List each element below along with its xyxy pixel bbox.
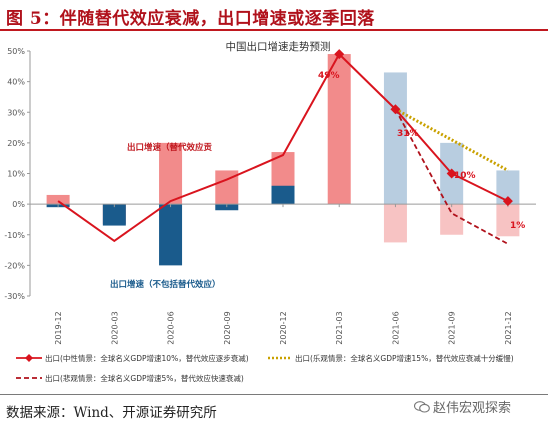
chart-legend: 出口(中性情景：全球名义GDP增速10%，替代效应逐步衰减) 出口(乐观情景：全… xyxy=(16,353,514,383)
marker-2021-12 xyxy=(502,196,513,207)
wechat-icon xyxy=(414,401,430,413)
x-tick-label: 2021-09 xyxy=(448,311,457,344)
marker-2021-09 xyxy=(446,168,457,179)
bar-positive-2019-12 xyxy=(46,194,70,205)
y-tick-label: 50% xyxy=(7,47,25,56)
bar-negative-annotation: 出口增速（不包括替代效应） xyxy=(110,279,221,290)
legend-pessimistic-label: 出口(悲观情景：全球名义GDP增速5%，替代效应快速衰减) xyxy=(45,373,244,383)
x-tick-label: 2019-12 xyxy=(54,311,63,344)
series-line-dotted xyxy=(394,107,509,172)
y-tick-label: 10% xyxy=(7,170,25,179)
bar-negative-2020-06 xyxy=(159,204,183,266)
legend-neutral-label: 出口(中性情景：全球名义GDP增速10%，替代效应逐步衰减) xyxy=(45,353,249,363)
bar-positive-2021-12 xyxy=(496,170,520,205)
marker-2021-03 xyxy=(334,49,345,60)
chart-title: 中国出口增速走势预测 xyxy=(226,40,331,53)
bar-negative-2020-12 xyxy=(271,185,295,205)
bar-positive-2020-06 xyxy=(159,142,183,205)
marker-2021-06 xyxy=(390,104,401,115)
legend-neutral-marker xyxy=(25,354,33,362)
watermark: 赵伟宏观探索 xyxy=(414,397,511,416)
series-line-solid-diamond xyxy=(57,52,509,243)
bar-negative-2021-09 xyxy=(440,204,464,235)
x-tick-label: 2021-12 xyxy=(504,311,513,344)
export-growth-chart: 50% 40% 30% 20% 10% 0% -10% -20% -30% 2019-12 2020… xyxy=(4,40,536,383)
bar-positive-2021-06 xyxy=(383,72,407,205)
x-tick-label: 2021-03 xyxy=(335,311,344,344)
bar-negative-2020-09 xyxy=(215,204,239,211)
y-tick-label: 40% xyxy=(7,78,25,87)
chart-area: 50% 40% 30% 20% 10% 0% -10% -20% -30% 2019-12 2020… xyxy=(0,34,548,394)
y-tick-label: -30% xyxy=(4,292,25,301)
title-divider xyxy=(0,29,548,31)
x-tick-label: 2020-12 xyxy=(279,311,288,344)
legend-optimistic-label: 出口(乐观情景：全球名义GDP增速15%，替代效应衰减十分缓慢) xyxy=(295,353,514,363)
y-tick-label: 30% xyxy=(7,108,25,117)
watermark-text: 赵伟宏观探索 xyxy=(433,401,512,416)
y-tick-label: 20% xyxy=(7,139,25,148)
x-tick-label: 2021-06 xyxy=(391,311,400,344)
point-label-2021-12: 1% xyxy=(510,221,525,231)
figure-title: 图 5：伴随替代效应衰减，出口增速或逐季回落 xyxy=(6,9,375,29)
bar-positive-annotation: 出口增速（替代效应贡 xyxy=(127,142,213,153)
bar-positive-2020-09 xyxy=(215,170,239,205)
source-note: 数据来源：Wind、开源证券研究所 xyxy=(6,405,217,421)
point-label-2021-03: 49% xyxy=(318,71,340,81)
x-tick-label: 2020-09 xyxy=(223,311,232,344)
series-line-dashed xyxy=(394,108,509,245)
y-tick-label: -20% xyxy=(4,261,25,270)
y-tick-label: 0% xyxy=(12,200,25,209)
source-divider xyxy=(0,394,548,395)
bar-negative-2021-12 xyxy=(496,204,520,237)
x-tick-label: 2020-03 xyxy=(110,311,119,344)
point-label-2021-06: 31% xyxy=(397,129,419,139)
bar-negative-2020-03 xyxy=(102,204,126,226)
x-tick-label: 2020-06 xyxy=(167,311,176,344)
bar-positive-2021-03 xyxy=(327,54,351,205)
y-tick-label: -10% xyxy=(4,231,25,240)
bar-negative-2021-06 xyxy=(383,204,407,243)
point-label-2021-09: 10% xyxy=(454,171,476,181)
